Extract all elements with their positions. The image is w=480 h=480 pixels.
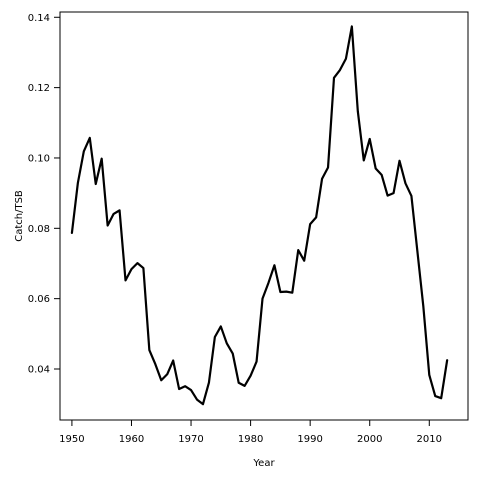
y-tick-label: 0.08 — [28, 224, 50, 235]
series-line — [70, 25, 449, 406]
y-axis: 0.04 0.06 0.08 0.10 0.12 0.14 — [28, 13, 60, 376]
y-tick-label: 0.04 — [28, 365, 50, 376]
x-tick-label: 1950 — [59, 434, 84, 445]
x-tick-label: 2000 — [357, 434, 382, 445]
x-tick-label: 1970 — [178, 434, 203, 445]
y-tick-label: 0.06 — [28, 294, 50, 305]
x-tick-label: 2010 — [417, 434, 442, 445]
y-tick-label: 0.14 — [28, 13, 50, 24]
y-tick-label: 0.10 — [28, 153, 50, 164]
x-tick-label: 1980 — [238, 434, 263, 445]
y-axis-title: Catch/TSB — [14, 190, 25, 242]
y-tick-label: 0.12 — [28, 83, 50, 94]
x-tick-label: 1960 — [119, 434, 144, 445]
x-tick-label: 1990 — [297, 434, 322, 445]
x-axis: 1950 1960 1970 1980 1990 2000 2010 — [59, 420, 442, 445]
x-axis-title: Year — [252, 458, 275, 469]
plot-frame — [59, 11, 469, 421]
